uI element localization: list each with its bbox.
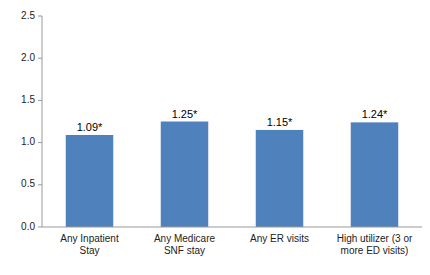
y-tick-label: 2.5 <box>21 10 35 21</box>
y-tick <box>38 184 42 185</box>
x-axis: Any InpatientStay Any MedicareSNF stay Any… <box>60 233 413 256</box>
data-label: 1.24* <box>362 108 388 120</box>
data-label: 1.25* <box>172 108 198 120</box>
x-axis-line <box>42 227 422 228</box>
y-tick <box>38 100 42 101</box>
chart-container: 0.0 0.5 1.0 1.5 2.0 2.5 1.09* 1.25* 1.15* 1.24* An… <box>0 0 430 275</box>
y-axis: 0.0 0.5 1.0 1.5 2.0 2.5 <box>21 10 42 232</box>
y-tick-label: 1.5 <box>21 94 35 105</box>
bar <box>351 122 399 227</box>
x-tick-label: Any MedicareSNF stay <box>154 233 216 256</box>
x-tick-label: Any InpatientStay <box>60 233 119 256</box>
y-axis-line <box>42 16 43 227</box>
y-tick <box>38 58 42 59</box>
y-tick <box>38 227 42 228</box>
bars <box>66 122 399 228</box>
data-label: 1.15* <box>267 116 293 128</box>
chart: 0.0 0.5 1.0 1.5 2.0 2.5 1.09* 1.25* 1.15* 1.24* An… <box>0 0 430 275</box>
bar <box>161 122 209 228</box>
bar <box>66 135 114 227</box>
y-tick-label: 2.0 <box>21 52 35 63</box>
y-tick-label: 0.0 <box>21 221 35 232</box>
x-tick-label: High utilizer (3 ormore ED visits) <box>337 233 413 256</box>
y-tick-label: 1.0 <box>21 136 35 147</box>
y-tick <box>38 16 42 17</box>
y-tick <box>38 142 42 143</box>
bar <box>256 130 304 227</box>
data-label: 1.09* <box>77 121 103 133</box>
y-tick-label: 0.5 <box>21 178 35 189</box>
data-labels: 1.09* 1.25* 1.15* 1.24* <box>77 108 388 134</box>
x-tick-label: Any ER visits <box>250 233 309 244</box>
